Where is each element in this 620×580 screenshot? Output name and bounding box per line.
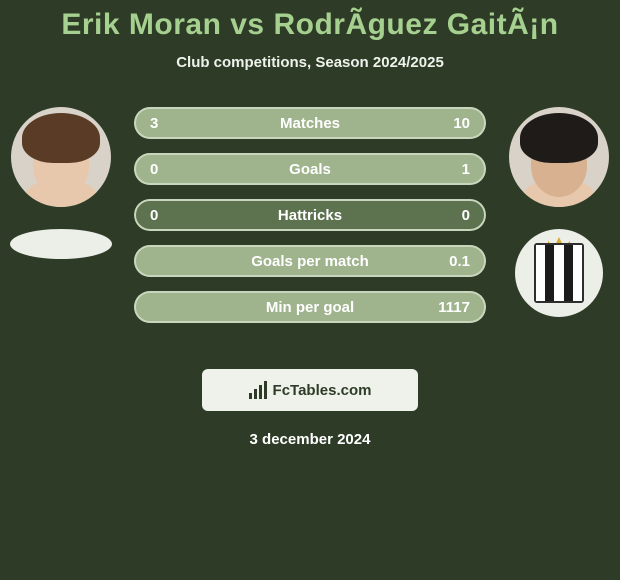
bar-icon-segment	[254, 389, 257, 399]
chart-bars-icon	[249, 381, 267, 399]
stat-value-right: 1117	[426, 299, 486, 316]
stat-row: Goals per match0.1	[134, 245, 486, 277]
watermark-text: FcTables.com	[273, 382, 372, 399]
stat-value-right: 0	[426, 207, 486, 224]
left-player-column	[6, 107, 116, 259]
left-player-avatar	[11, 107, 111, 207]
avatar-hair	[22, 113, 100, 163]
club-stripes	[534, 243, 584, 303]
right-club-badge	[515, 229, 603, 317]
bar-icon-segment	[259, 385, 262, 399]
stats-area: 3Matches100Goals10Hattricks0Goals per ma…	[0, 107, 620, 347]
subtitle: Club competitions, Season 2024/2025	[0, 54, 620, 71]
stat-value-right: 10	[426, 115, 486, 132]
stat-row: Min per goal1117	[134, 291, 486, 323]
stat-rows-container: 3Matches100Goals10Hattricks0Goals per ma…	[134, 107, 486, 323]
avatar-hair	[520, 113, 598, 163]
stat-label: Goals per match	[194, 253, 426, 270]
club-stripe	[554, 245, 563, 301]
stat-label: Hattricks	[194, 207, 426, 224]
stat-row: 0Goals1	[134, 153, 486, 185]
stat-value-right: 1	[426, 161, 486, 178]
left-club-badge-placeholder	[10, 229, 112, 259]
right-player-avatar	[509, 107, 609, 207]
page-title: Erik Moran vs RodrÃ­guez GaitÃ¡n	[0, 0, 620, 42]
stat-value-left: 0	[134, 161, 194, 178]
stat-label: Goals	[194, 161, 426, 178]
bar-icon-segment	[264, 381, 267, 399]
right-player-column	[504, 107, 614, 317]
club-stripe	[545, 245, 554, 301]
stat-row: 0Hattricks0	[134, 199, 486, 231]
stat-value-left: 3	[134, 115, 194, 132]
club-stripe	[573, 245, 582, 301]
date-label: 3 december 2024	[0, 431, 620, 448]
club-stripe	[564, 245, 573, 301]
stat-label: Matches	[194, 115, 426, 132]
bar-icon-segment	[249, 393, 252, 399]
stat-label: Min per goal	[194, 299, 426, 316]
stat-row: 3Matches10	[134, 107, 486, 139]
club-stripe	[536, 245, 545, 301]
watermark: FcTables.com	[202, 369, 418, 411]
stat-value-left: 0	[134, 207, 194, 224]
stat-value-right: 0.1	[426, 253, 486, 270]
